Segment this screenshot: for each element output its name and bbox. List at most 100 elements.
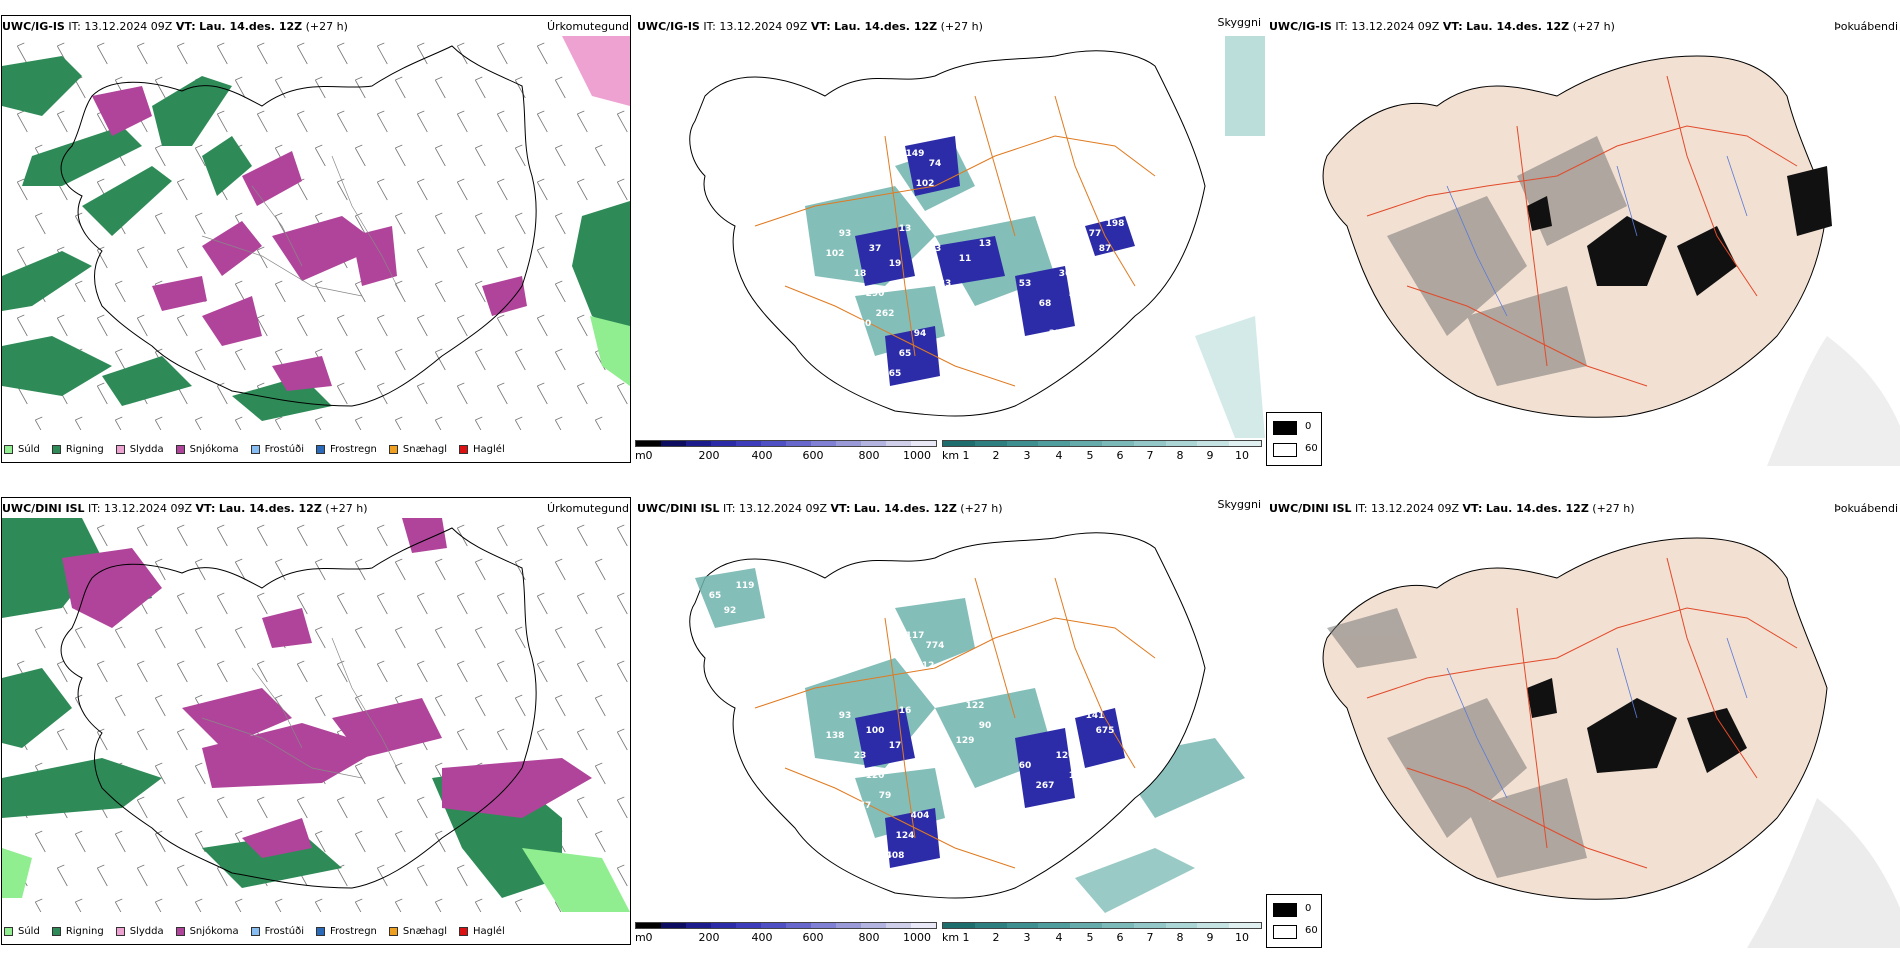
legend-item-freezing-drizzle: Frostúði (250, 444, 304, 455)
panel-visibility-dini: UWC/DINI ISL IT: 13.12.2024 09Z VT: Lau.… (635, 496, 1265, 951)
visibility-label: 65 (889, 369, 902, 379)
visibility-label: 87 (1109, 701, 1122, 711)
visibility-tick: 9 (1206, 449, 1214, 462)
legend-item-sleet: Slydda (115, 444, 164, 455)
visibility-label: 100 (866, 726, 885, 736)
elevation-tick: 1000 (903, 449, 931, 462)
visibility-label: 37 (869, 244, 882, 254)
visibility-label: 89 (724, 124, 737, 134)
legend-swatch (459, 926, 469, 936)
legend-item-freezing-rain: Frostregn (316, 926, 377, 937)
visibility-tick: 7 (1146, 931, 1154, 944)
visibility-label: 90 (979, 721, 992, 731)
visibility-label: 14 (929, 726, 942, 736)
visibility-label: 86 (939, 761, 952, 771)
panel-header: UWC/IG-IS IT: 13.12.2024 09Z VT: Lau. 14… (2, 20, 348, 33)
visibility-label: 53 (1019, 279, 1032, 289)
visibility-label: 129 (956, 736, 975, 746)
visibility-label: 112 (916, 661, 935, 671)
visibility-label: 110 (926, 379, 945, 389)
panel-fog-ig-is: UWC/IG-IS IT: 13.12.2024 09Z VT: Lau. 14… (1267, 14, 1900, 469)
visibility-label: 79 (879, 791, 892, 801)
row-ig-is: UWC/IG-IS IT: 13.12.2024 09Z VT: Lau. 14… (0, 14, 1900, 484)
panel-title: Skyggni (1217, 498, 1261, 511)
legend-swatch (175, 926, 185, 936)
elevation-tick: 200 (698, 931, 720, 944)
visibility-bar-gradient (942, 922, 1262, 929)
visibility-tick: 6 (1116, 931, 1124, 944)
elevation-tick: 800 (858, 449, 880, 462)
visibility-label: 122 (966, 701, 985, 711)
visibility-tick: 8 (1176, 931, 1184, 944)
legend-item-freezing-rain: Frostregn (316, 444, 377, 455)
visibility-unit: km (942, 449, 960, 462)
legend-swatch (4, 444, 13, 454)
visibility-label: 13 (1069, 771, 1082, 781)
fog-swatch-high (1273, 421, 1297, 435)
legend-swatch (250, 444, 260, 454)
visibility-tick: 8 (1176, 449, 1184, 462)
panel-header: UWC/DINI ISL IT: 13.12.2024 09Z VT: Lau.… (2, 502, 368, 515)
visibility-label: 18 (854, 269, 867, 279)
visibility-map: 9337191813131113536865946514974102778719… (689, 36, 1265, 438)
visibility-label: 138 (826, 731, 845, 741)
elevation-tick: 1000 (903, 931, 931, 944)
visibility-tick: 10 (1235, 931, 1249, 944)
visibility-tick: 9 (1206, 931, 1214, 944)
panel-title: Þokuábendi (1834, 20, 1898, 33)
visibility-label: 91 (804, 661, 817, 671)
visibility-label: 262 (876, 309, 895, 319)
visibility-labels: 9337191813131113536865946514974102778719… (706, 99, 1125, 399)
legend-item-snow-pellets: Snæhagl (388, 926, 447, 937)
visibility-label: 85 (859, 841, 872, 851)
visibility-label: 64 (899, 389, 912, 399)
visibility-label: 171 (816, 761, 835, 771)
fog-swatch-high (1273, 903, 1297, 917)
fog-legend-high-label: 0 (1305, 903, 1312, 914)
visibility-label: 13 (899, 224, 912, 234)
visibility-tick: 6 (1116, 449, 1124, 462)
visibility-label: 35 (1049, 329, 1062, 339)
visibility-label: 13 (979, 239, 992, 249)
visibility-label: 675 (1096, 726, 1115, 736)
panel-fog-dini: UWC/DINI ISL IT: 13.12.2024 09Z VT: Lau.… (1267, 496, 1900, 951)
legend-swatch (459, 444, 469, 454)
elevation-tick: 200 (698, 449, 720, 462)
visibility-colorbar: km 1 2 3 4 5 6 7 8 9 10 (942, 920, 1262, 950)
visibility-label: 16 (899, 706, 912, 716)
visibility-label: 36 (1059, 269, 1072, 279)
fog-legend-low-label: 60 (1305, 925, 1318, 936)
visibility-tick: 2 (992, 449, 1000, 462)
legend-item-sleet: Slydda (115, 926, 164, 937)
legend-swatch (388, 444, 398, 454)
visibility-label: 65 (709, 591, 722, 601)
fog-legend: 0 60 (1266, 412, 1322, 466)
panel-title: Þokuábendi (1834, 502, 1898, 515)
fog-legend-high-label: 0 (1305, 421, 1312, 432)
panel-precip-type-dini: UWC/DINI ISL IT: 13.12.2024 09Z VT: Lau.… (0, 496, 633, 951)
visibility-label: 102 (826, 249, 845, 259)
elevation-tick: 400 (751, 931, 773, 944)
precip-type-map (2, 36, 630, 430)
legend-item-snow-pellets: Snæhagl (388, 444, 447, 455)
legend-swatch (4, 926, 13, 936)
visibility-label: 52 (1049, 811, 1062, 821)
panel-header: UWC/DINI ISL IT: 13.12.2024 09Z VT: Lau.… (637, 502, 1003, 515)
visibility-label: 23 (939, 279, 952, 289)
panel-header: UWC/DINI ISL IT: 13.12.2024 09Z VT: Lau.… (1269, 502, 1635, 515)
legend-item-drizzle: Súld (4, 926, 40, 937)
visibility-label: 30 (1069, 289, 1082, 299)
precip-legend: Súld Rigning Slydda Snjókoma Frostúði Fr… (4, 922, 517, 940)
visibility-label: 198 (1106, 219, 1125, 229)
visibility-bar-gradient (942, 440, 1262, 447)
visibility-label: 111 (801, 179, 820, 189)
visibility-tick: 5 (1086, 931, 1094, 944)
visibility-label: 68 (1039, 299, 1052, 309)
visibility-label: 272 (786, 194, 805, 204)
panel-title: Úrkomutegund (547, 20, 629, 33)
visibility-label: 290 (866, 289, 885, 299)
elevation-tick: 0 (645, 931, 653, 944)
visibility-label: 85 (989, 199, 1002, 209)
visibility-label: 94 (914, 329, 927, 339)
